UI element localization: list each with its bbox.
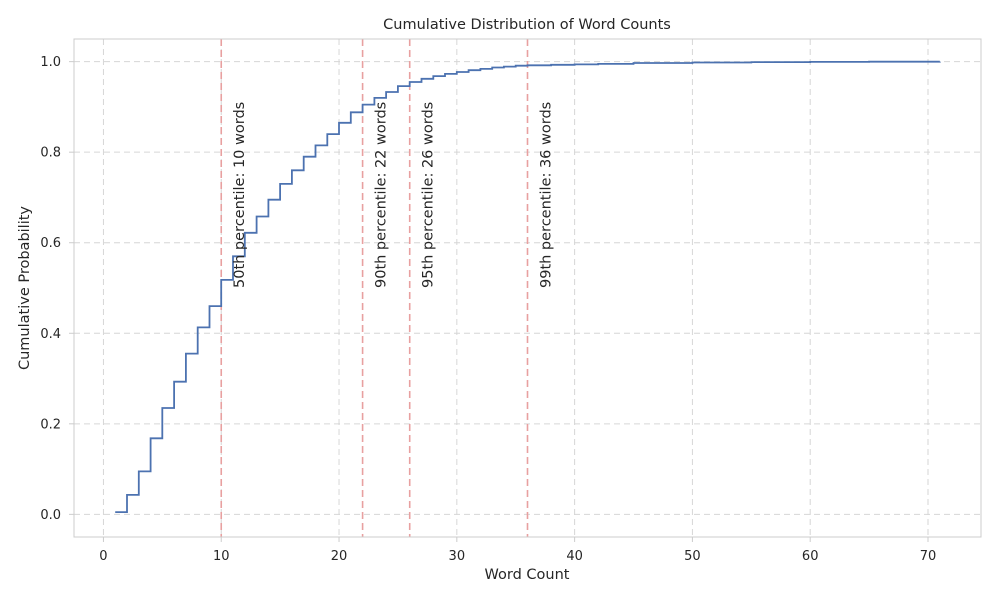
x-tick-label: 70 — [920, 549, 937, 564]
x-tick-label: 20 — [331, 549, 348, 564]
y-axis-label: Cumulative Probability — [17, 206, 33, 370]
y-tick-label: 0.6 — [40, 236, 61, 251]
y-axis-ticks: 0.0 0.2 0.4 0.6 0.8 1.0 — [40, 55, 74, 523]
percentile-label: 99th percentile: 36 words — [539, 102, 555, 288]
y-tick-label: 0.0 — [40, 508, 61, 523]
x-tick-label: 0 — [99, 549, 107, 564]
x-tick-label: 50 — [684, 549, 701, 564]
y-tick-label: 0.8 — [40, 146, 61, 161]
percentile-label: 95th percentile: 26 words — [421, 102, 437, 288]
percentile-label: 50th percentile: 10 words — [232, 102, 248, 288]
x-axis-ticks: 0 10 20 30 40 50 60 70 — [99, 537, 936, 564]
plot-frame — [73, 38, 982, 538]
y-tick-label: 0.2 — [40, 417, 61, 432]
cdf-series-line — [115, 60, 941, 513]
x-tick-label: 10 — [213, 549, 230, 564]
percentile-label: 90th percentile: 22 words — [374, 102, 390, 288]
x-tick-label: 60 — [802, 549, 819, 564]
x-tick-label: 30 — [449, 549, 466, 564]
y-tick-label: 0.4 — [40, 327, 61, 342]
x-tick-label: 40 — [566, 549, 583, 564]
chart-title: Cumulative Distribution of Word Counts — [383, 17, 671, 33]
x-axis-label: Word Count — [485, 567, 570, 583]
y-tick-label: 1.0 — [40, 55, 61, 70]
percentile-labels: 50th percentile: 10 words 90th percentile… — [232, 102, 554, 288]
